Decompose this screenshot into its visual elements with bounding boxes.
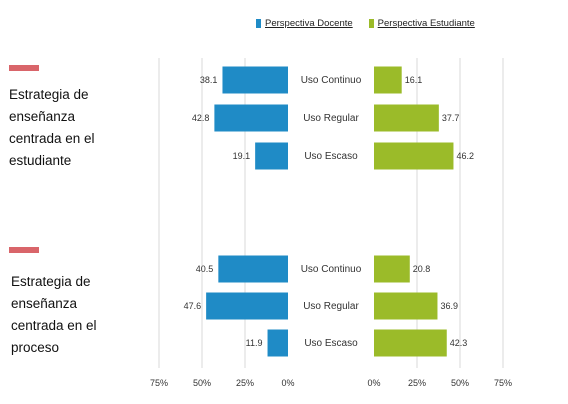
category-label: Uso Escaso — [304, 338, 358, 349]
data-label-docente: 40.5 — [196, 264, 214, 274]
category-label: Uso Continuo — [301, 75, 362, 86]
bar-docente — [267, 329, 288, 357]
group-title-estudiante: Estrategia de enseñanza centrada en el e… — [9, 87, 95, 168]
bar-estudiante — [374, 66, 402, 94]
legend: Perspectiva Docente Perspectiva Estudian… — [256, 16, 475, 30]
category-label: Uso Continuo — [301, 264, 362, 275]
data-label-estudiante: 16.1 — [405, 75, 423, 85]
category-label: Uso Escaso — [304, 151, 358, 162]
right-axis-tick-label: 25% — [408, 378, 426, 388]
group-title-proceso: Estrategia de enseñanza centrada en el p… — [11, 274, 97, 355]
data-label-docente: 47.6 — [184, 301, 202, 311]
data-label-docente: 11.9 — [246, 338, 263, 348]
right-axis-tick-label: 50% — [451, 378, 469, 388]
bar-estudiante — [374, 255, 410, 283]
group-marker-proceso — [9, 247, 39, 253]
bar-estudiante — [374, 292, 438, 320]
data-label-docente: 19.1 — [233, 151, 251, 161]
data-label-docente: 42.8 — [192, 113, 210, 123]
right-axis-tick-label: 0% — [367, 378, 380, 388]
legend-item-docente: Perspectiva Docente — [256, 18, 353, 29]
left-axis-tick-label: 75% — [150, 378, 168, 388]
bar-docente — [218, 255, 288, 283]
bar-docente — [255, 142, 288, 170]
legend-swatch-docente — [256, 18, 261, 28]
legend-label-docente: Perspectiva Docente — [265, 17, 353, 29]
left-axis-tick-label: 0% — [281, 378, 294, 388]
bar-estudiante — [374, 142, 454, 170]
data-label-estudiante: 46.2 — [456, 151, 474, 161]
legend-swatch-estudiante — [368, 18, 374, 28]
category-label: Uso Regular — [303, 301, 359, 312]
legend-label-estudiante: Perspectiva Estudiante — [377, 17, 475, 29]
left-axis-tick-label: 50% — [193, 378, 211, 388]
category-label: Uso Regular — [303, 113, 359, 124]
data-label-estudiante: 37.7 — [442, 113, 460, 123]
group-marker-estudiante — [9, 65, 39, 71]
legend-item-estudiante: Perspectiva Estudiante — [368, 17, 475, 29]
bar-estudiante — [374, 104, 439, 132]
data-label-docente: 38.1 — [200, 75, 218, 85]
right-axis-tick-label: 75% — [494, 378, 512, 388]
bar-estudiante — [374, 329, 447, 357]
bar-docente — [206, 292, 288, 320]
data-label-estudiante: 36.9 — [440, 301, 458, 311]
data-label-estudiante: 20.8 — [413, 264, 431, 274]
bar-docente — [214, 104, 288, 132]
data-label-estudiante: 42.3 — [450, 338, 468, 348]
left-axis-tick-label: 25% — [236, 378, 254, 388]
bar-docente — [222, 66, 288, 94]
